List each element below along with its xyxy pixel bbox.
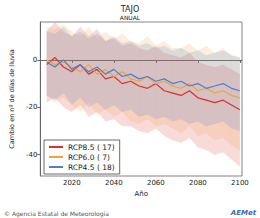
svg-text:-40: -40 xyxy=(26,151,37,159)
svg-text:Cambio en nº de días de lluvia: Cambio en nº de días de lluvia xyxy=(8,49,16,148)
svg-text:2080: 2080 xyxy=(189,179,207,187)
svg-text:0: 0 xyxy=(33,56,37,64)
svg-text:RCP6.0 ( 7): RCP6.0 ( 7) xyxy=(68,153,110,162)
svg-text:ANUAL: ANUAL xyxy=(120,14,141,21)
svg-text:2020: 2020 xyxy=(63,179,81,187)
svg-text:AEMet: AEMet xyxy=(230,209,257,217)
svg-text:RCP8.5 ( 17): RCP8.5 ( 17) xyxy=(68,143,115,152)
svg-text:Año: Año xyxy=(134,190,148,198)
svg-text:RCP4.5 ( 18): RCP4.5 ( 18) xyxy=(68,163,115,172)
svg-text:2040: 2040 xyxy=(105,179,123,187)
svg-text:© Agencia Estatal de Meteorolo: © Agencia Estatal de Meteorología xyxy=(4,210,109,218)
svg-text:2060: 2060 xyxy=(147,179,165,187)
svg-text:TAJO: TAJO xyxy=(120,5,139,14)
svg-text:-20: -20 xyxy=(26,103,37,111)
svg-text:2100: 2100 xyxy=(231,179,249,187)
